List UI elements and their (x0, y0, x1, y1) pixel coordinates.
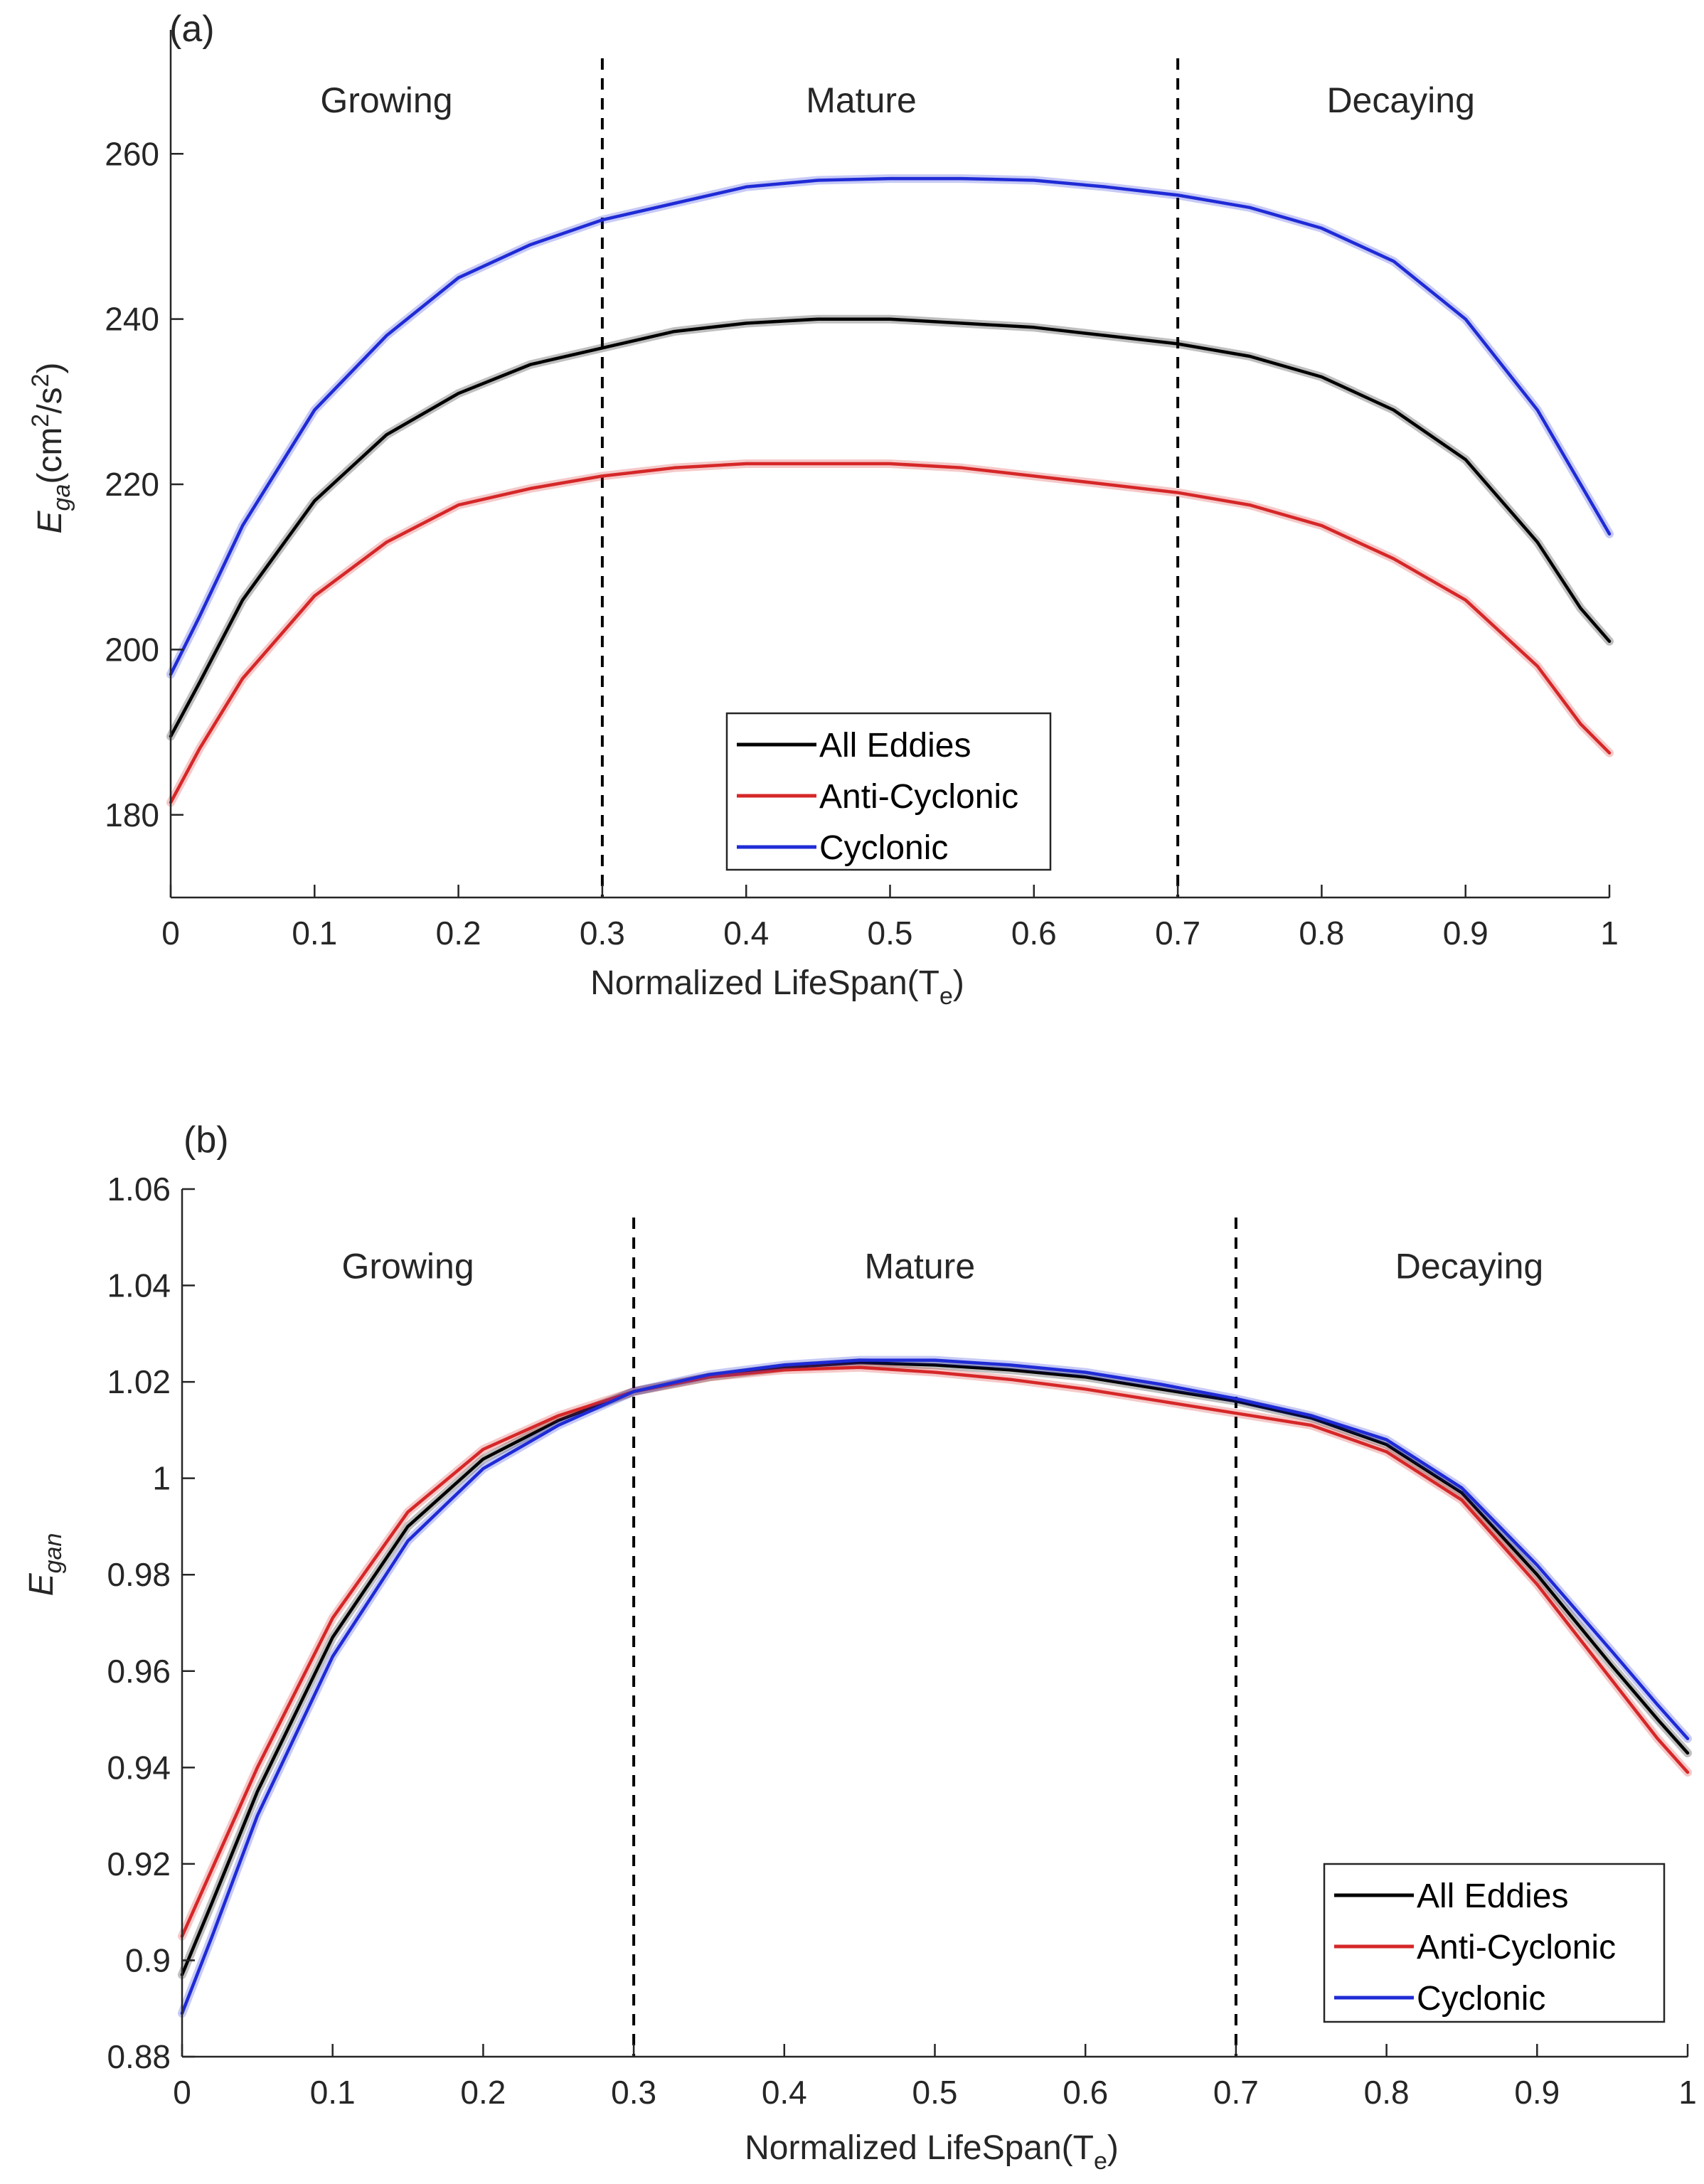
panel-b-y-tick-label: 0.88 (107, 2038, 171, 2075)
panel-a-y-tick-label: 180 (105, 797, 159, 833)
panel-a-label: (a) (169, 9, 215, 50)
panel-b-y-tick-label: 0.96 (107, 1653, 171, 1690)
panel-b-x-tick-label: 0.8 (1364, 2074, 1410, 2111)
panel-a-x-tick-label: 0.9 (1443, 915, 1489, 952)
panel-b-x-tick-label: 0.5 (912, 2074, 958, 2111)
panel-a-x-ticks: 0 0.1 0.2 0.3 0.4 0.5 0.6 0.7 0.8 0.9 1 (161, 885, 1619, 952)
panel-b-x-tick-label: 0.6 (1063, 2074, 1108, 2111)
panel-a-y-tick-label: 200 (105, 631, 159, 668)
panel-a-phase-mature: Mature (806, 80, 917, 120)
panel-a-y-tick-label: 220 (105, 466, 159, 503)
panel-b-y-tick-label: 1 (152, 1460, 171, 1497)
panel-b-y-tick-label: 1.06 (107, 1171, 171, 1208)
panel-a-series (166, 174, 1614, 807)
panel-b-label: (b) (183, 1119, 229, 1161)
panel-a-phase-decaying: Decaying (1326, 80, 1474, 120)
panel-a-legend-label-anti: Anti-Cyclonic (819, 778, 1018, 816)
panel-b-y-tick-label: 0.9 (125, 1941, 171, 1978)
panel-a: (a) 0 0.1 0.2 0.3 0.4 0.5 0.6 0.7 0.8 0.9 1 180 200… (27, 9, 1619, 1010)
panel-b-y-tick-label: 1.04 (107, 1267, 171, 1304)
panel-a-x-axis-label: Normalized LifeSpan(Te) (590, 964, 964, 1010)
panel-b-legend-label-anti: Anti-Cyclonic (1417, 1929, 1616, 1966)
panel-a-y-axis-label: Ega(cm2/s2) (27, 363, 75, 534)
panel-b-legend-box (1323, 1863, 1666, 2023)
panel-a-y-ticks: 180 200 220 240 260 (105, 135, 183, 833)
panel-a-phase-growing: Growing (320, 80, 452, 120)
panel-a-x-tick-label: 0 (161, 915, 180, 952)
panel-a-x-tick-label: 0.2 (436, 915, 481, 952)
panel-b-x-tick-label: 0.4 (762, 2074, 807, 2111)
panel-b-y-tick-label: 0.94 (107, 1749, 171, 1786)
panel-a-x-tick-label: 0.3 (580, 915, 625, 952)
panel-a-x-tick-label: 0.7 (1155, 915, 1200, 952)
panel-b-phase-growing: Growing (341, 1246, 474, 1286)
panel-a-x-tick-label: 0.1 (292, 915, 337, 952)
panel-b-y-tick-label: 0.98 (107, 1556, 171, 1593)
panel-b-y-ticks: 0.88 0.9 0.92 0.94 0.96 0.98 1 1.02 1.04 1.06 (107, 1171, 195, 2075)
panel-a-phase-labels: Growing Mature Decaying (320, 80, 1475, 120)
panel-a-y-tick-label: 240 (105, 301, 159, 338)
panel-a-line-anti (169, 462, 1612, 804)
panel-b-y-tick-label: 0.92 (107, 1845, 171, 1882)
panel-b-phase-mature: Mature (865, 1246, 976, 1286)
panel-a-x-tick-label: 0.5 (868, 915, 913, 952)
panel-b-line-all (180, 1360, 1690, 1977)
panel-b-x-tick-label: 1 (1678, 2074, 1697, 2111)
panel-b-line-cyclonic (180, 1358, 1690, 2015)
panel-b-x-tick-label: 0.2 (460, 2074, 506, 2111)
panel-b-y-axis-label: Egan (23, 1533, 67, 1597)
panel-a-x-tick-label: 1 (1600, 915, 1619, 952)
panel-a-legend-label-cyclonic: Cyclonic (819, 829, 948, 867)
panel-a-y-tick-label: 260 (105, 135, 159, 172)
panel-a-line-all (169, 317, 1612, 738)
panel-b-x-axis-label: Normalized LifeSpan(Te) (745, 2129, 1119, 2175)
panel-b-series (178, 1355, 1692, 2018)
panel-b: (b) 0 0.1 0.2 0.3 0.4 0.5 0.6 0.7 0.8 0.9 1 0.880.… (23, 1119, 1697, 2175)
panel-b-x-tick-label: 0.3 (611, 2074, 656, 2111)
panel-b-legend: All Eddies Anti-Cyclonic Cyclonic (1323, 1863, 1666, 2023)
panel-b-legend-label-cyclonic: Cyclonic (1417, 1980, 1545, 2018)
panel-b-x-tick-label: 0.7 (1213, 2074, 1259, 2111)
panel-a-dividers (600, 58, 1180, 897)
panel-b-x-tick-label: 0.9 (1514, 2074, 1560, 2111)
panel-b-legend-label-all: All Eddies (1417, 1877, 1568, 1915)
panel-b-line-anti (180, 1365, 1690, 1938)
panel-a-legend-label-all: All Eddies (819, 727, 971, 765)
panel-b-x-tick-label: 0 (173, 2074, 191, 2111)
panel-b-x-ticks: 0 0.1 0.2 0.3 0.4 0.5 0.6 0.7 0.8 0.9 1 (173, 2044, 1697, 2111)
panel-a-line-cyclonic (169, 176, 1612, 676)
panel-a-legend: All Eddies Anti-Cyclonic Cyclonic (725, 712, 1052, 871)
panel-b-x-tick-label: 0.1 (310, 2074, 356, 2111)
panel-b-y-tick-label: 1.02 (107, 1363, 171, 1400)
panel-a-x-tick-label: 0.4 (723, 915, 769, 952)
panel-a-legend-box (725, 712, 1052, 871)
panel-b-phase-labels: Growing Mature Decaying (341, 1246, 1543, 1286)
panel-a-x-tick-label: 0.6 (1011, 915, 1057, 952)
panel-b-dividers (632, 1218, 1237, 2057)
panel-a-x-tick-label: 0.8 (1299, 915, 1344, 952)
panel-b-phase-decaying: Decaying (1395, 1246, 1543, 1286)
